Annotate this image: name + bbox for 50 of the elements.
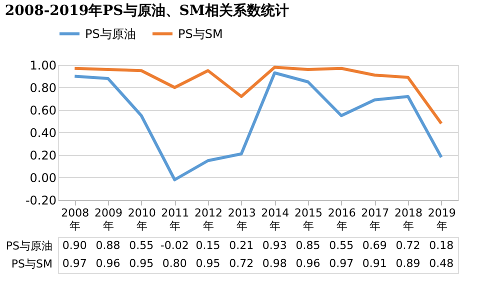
x-tick-label: 2017年	[361, 206, 390, 232]
data-label: 0.21	[229, 239, 254, 252]
y-tick-label: -0.20	[25, 194, 56, 208]
data-label: 0.95	[129, 257, 154, 270]
x-tick-label: 2018年	[394, 206, 422, 232]
data-label: 0.85	[296, 239, 320, 252]
data-label: 0.88	[96, 239, 120, 252]
line-series	[73, 71, 443, 182]
x-tick-label: 2008年	[61, 206, 90, 232]
data-label: 0.48	[429, 257, 454, 270]
data-label: 0.55	[329, 239, 354, 252]
data-label: 0.93	[262, 239, 287, 252]
chart-title: 2008-2019年PS与原油、SM相关系数统计	[4, 2, 289, 19]
x-tick-label: 2019年	[428, 206, 456, 232]
y-tick-label: 1.00	[30, 58, 56, 72]
y-tick-label: 0.40	[30, 126, 56, 140]
legend-label: PS与SM	[178, 26, 223, 41]
text: PS与SM	[11, 258, 52, 270]
data-label: -0.02	[160, 239, 189, 252]
data-label: 0.69	[362, 239, 387, 252]
data-label: 0.15	[196, 239, 220, 252]
x-tick-label: 2016年	[328, 206, 356, 232]
x-tick-label: 2013年	[228, 206, 256, 232]
x-tick-label: 2010年	[128, 206, 156, 232]
data-label: 0.80	[162, 257, 187, 270]
data-label: 0.98	[262, 257, 287, 270]
data-label: 0.55	[129, 239, 154, 252]
line-series	[73, 66, 443, 125]
legend-label: PS与原油	[85, 26, 136, 41]
data-label: 0.90	[62, 239, 87, 252]
y-tick-label: 0.60	[30, 104, 56, 118]
data-label: 0.91	[362, 257, 387, 270]
data-label: 0.96	[96, 257, 120, 270]
data-label: 0.72	[396, 239, 420, 252]
data-label: 0.18	[429, 239, 454, 252]
y-tick-label: 0.00	[30, 171, 56, 185]
x-tick-label: 2014年	[261, 206, 290, 232]
x-tick-label: 2012年	[194, 206, 222, 232]
data-label: 0.97	[62, 257, 87, 270]
x-tick-label: 2015年	[294, 206, 322, 232]
text: PS与原油	[6, 240, 52, 252]
x-tick-label: 2009年	[94, 206, 122, 232]
x-tick-label: 2011年	[161, 206, 190, 232]
data-label: 0.89	[396, 257, 420, 270]
y-tick-label: 0.20	[30, 148, 56, 162]
data-label: 0.95	[196, 257, 220, 270]
y-tick-label: 0.80	[30, 81, 56, 95]
data-label: 0.72	[229, 257, 254, 270]
data-label: 0.97	[329, 257, 354, 270]
data-label: 0.96	[296, 257, 320, 270]
